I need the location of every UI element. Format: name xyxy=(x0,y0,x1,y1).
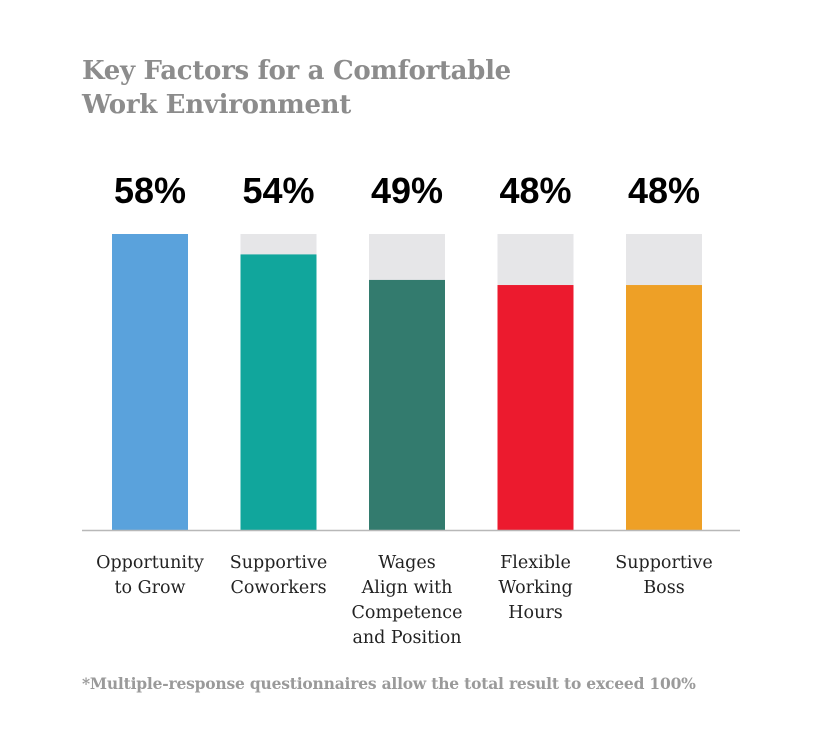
category-label: Supportive Coworkers xyxy=(209,551,349,601)
bar xyxy=(112,234,188,530)
category-label: Opportunity to Grow xyxy=(80,551,220,601)
bar-value-label: 54% xyxy=(242,170,314,211)
chart-title-line-2: Work Environment xyxy=(82,90,351,120)
category-label-line: Coworkers xyxy=(230,578,327,598)
category-label-line: Flexible xyxy=(500,553,571,573)
bar xyxy=(240,254,317,530)
category-label-line: Opportunity xyxy=(96,553,204,573)
category-label-line: and Position xyxy=(352,628,462,648)
category-label: Supportive Boss xyxy=(594,551,734,601)
bar-group: 49% xyxy=(369,170,445,530)
category-label: Flexible Working Hours xyxy=(466,551,606,626)
category-label-line: Boss xyxy=(643,578,685,598)
category-label-line: Supportive xyxy=(615,553,713,573)
category-label-line: Align with xyxy=(361,578,453,598)
chart-title-line-1: Key Factors for a Comfortable xyxy=(82,56,511,86)
bar-group: 54% xyxy=(240,170,317,530)
bar-group: 48% xyxy=(626,170,702,530)
bar xyxy=(369,279,445,530)
category-label-line: Wages xyxy=(378,553,436,573)
category-label-line: to Grow xyxy=(114,578,186,598)
bar-value-label: 58% xyxy=(114,170,186,211)
category-label-line: Working xyxy=(498,578,573,598)
bar xyxy=(497,285,574,530)
category-label-line: Supportive xyxy=(229,553,328,573)
category-label-line: Hours xyxy=(508,603,563,623)
bar xyxy=(626,285,702,530)
bar-value-label: 48% xyxy=(628,170,700,211)
bar-group: 58% xyxy=(112,170,188,530)
bar-value-label: 49% xyxy=(371,170,443,211)
footnote: *Multiple-response questionnaires allow … xyxy=(82,674,696,693)
category-label: Wages Align with Competence and Position xyxy=(337,551,477,651)
chart-title: Key Factors for a Comfortable Work Envir… xyxy=(82,54,682,122)
bar-value-label: 48% xyxy=(499,170,571,211)
bar-group: 48% xyxy=(497,170,574,530)
category-label-line: Competence xyxy=(351,603,463,623)
